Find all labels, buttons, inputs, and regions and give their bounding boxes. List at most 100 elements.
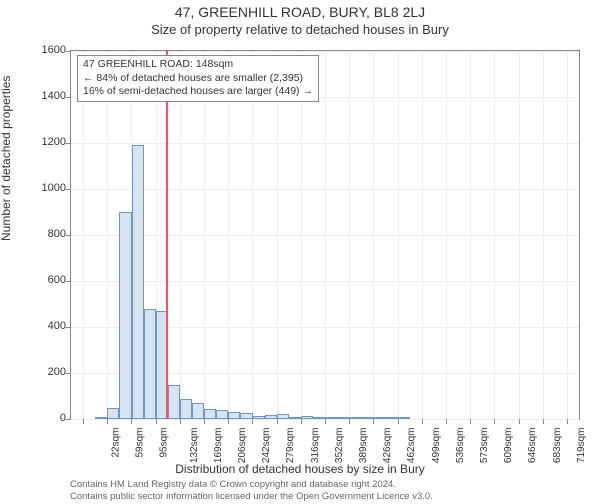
- xtick-label: 279sqm: [285, 428, 296, 464]
- gridline-v: [519, 51, 520, 419]
- gridline-v: [107, 51, 108, 419]
- xtick-label: 352sqm: [334, 428, 345, 464]
- x-axis-label: Distribution of detached houses by size …: [0, 462, 600, 476]
- gridline-v: [83, 51, 84, 419]
- gridline-v: [228, 51, 229, 419]
- xtick-label: 22sqm: [110, 428, 121, 458]
- ytick-label: 200: [26, 366, 66, 378]
- xtick-label: 536sqm: [455, 428, 466, 464]
- histogram-bar: [289, 417, 301, 419]
- xtick-label: 59sqm: [135, 428, 146, 458]
- gridline-v: [301, 51, 302, 419]
- histogram-bar: [144, 309, 156, 419]
- xtick-mark: [567, 419, 568, 424]
- gridline-v: [422, 51, 423, 419]
- xtick-mark: [107, 419, 108, 424]
- xtick-label: 426sqm: [382, 428, 393, 464]
- histogram-bar: [204, 409, 216, 419]
- xtick-label: 719sqm: [576, 428, 587, 464]
- xtick-label: 95sqm: [159, 428, 170, 458]
- xtick-mark: [446, 419, 447, 424]
- annotation-box: 47 GREENHILL ROAD: 148sqm← 84% of detach…: [77, 55, 319, 102]
- xtick-label: 499sqm: [431, 428, 442, 464]
- xtick-label: 609sqm: [503, 428, 514, 464]
- ytick-mark: [66, 51, 71, 52]
- ytick-label: 1600: [26, 44, 66, 56]
- xtick-label: 242sqm: [261, 428, 272, 464]
- ytick-mark: [66, 373, 71, 374]
- histogram-bar: [374, 417, 386, 419]
- marker-line: [166, 51, 168, 419]
- histogram-bar: [180, 399, 192, 419]
- xtick-mark: [301, 419, 302, 424]
- gridline-v: [470, 51, 471, 419]
- xtick-label: 206sqm: [237, 428, 248, 464]
- footer-line1: Contains HM Land Registry data © Crown c…: [70, 479, 433, 490]
- gridline-v: [446, 51, 447, 419]
- histogram-bar: [253, 416, 265, 419]
- xtick-mark: [373, 419, 374, 424]
- histogram-bar: [386, 417, 398, 419]
- gridline-v: [349, 51, 350, 419]
- xtick-mark: [422, 419, 423, 424]
- ytick-label: 600: [26, 274, 66, 286]
- gridline-v: [543, 51, 544, 419]
- xtick-mark: [470, 419, 471, 424]
- xtick-label: 573sqm: [479, 428, 490, 464]
- histogram-bar: [313, 417, 325, 419]
- gridline-v: [325, 51, 326, 419]
- histogram-bar: [301, 416, 313, 419]
- annotation-line1: 47 GREENHILL ROAD: 148sqm: [83, 58, 313, 72]
- xtick-label: 683sqm: [552, 428, 563, 464]
- footer-line2: Contains public sector information licen…: [70, 491, 433, 502]
- histogram-bar: [192, 403, 204, 419]
- histogram-bar: [362, 417, 374, 419]
- histogram-bar: [119, 212, 131, 419]
- ytick-mark: [66, 419, 71, 420]
- gridline-v: [494, 51, 495, 419]
- gridline-v: [398, 51, 399, 419]
- gridline-v: [373, 51, 374, 419]
- ytick-label: 0: [26, 412, 66, 424]
- xtick-mark: [543, 419, 544, 424]
- xtick-label: 132sqm: [189, 428, 200, 464]
- ytick-mark: [66, 235, 71, 236]
- xtick-mark: [252, 419, 253, 424]
- histogram-bar: [240, 413, 252, 419]
- page-title: 47, GREENHILL ROAD, BURY, BL8 2LJ: [0, 4, 600, 20]
- histogram-bar: [337, 417, 349, 419]
- ytick-mark: [66, 189, 71, 190]
- ytick-mark: [66, 281, 71, 282]
- histogram-bar: [168, 385, 180, 420]
- xtick-mark: [277, 419, 278, 424]
- gridline-v: [252, 51, 253, 419]
- y-axis-label: Number of detached properties: [0, 76, 13, 241]
- xtick-mark: [325, 419, 326, 424]
- gridline-v: [204, 51, 205, 419]
- xtick-mark: [131, 419, 132, 424]
- ytick-label: 800: [26, 228, 66, 240]
- gridline-v: [567, 51, 568, 419]
- xtick-label: 389sqm: [358, 428, 369, 464]
- xtick-mark: [494, 419, 495, 424]
- gridline-v: [277, 51, 278, 419]
- xtick-mark: [204, 419, 205, 424]
- histogram-bar: [265, 415, 277, 419]
- xtick-label: 169sqm: [213, 428, 224, 464]
- histogram-bar: [107, 408, 119, 420]
- histogram-bar: [228, 412, 240, 419]
- histogram-bar: [95, 417, 107, 419]
- annotation-line2: ← 84% of detached houses are smaller (2,…: [83, 72, 313, 86]
- chart-subtitle: Size of property relative to detached ho…: [0, 22, 600, 37]
- histogram-bar: [216, 410, 228, 419]
- xtick-label: 646sqm: [528, 428, 539, 464]
- xtick-mark: [180, 419, 181, 424]
- ytick-label: 1400: [26, 90, 66, 102]
- xtick-label: 316sqm: [310, 428, 321, 464]
- ytick-label: 400: [26, 320, 66, 332]
- gridline-v: [180, 51, 181, 419]
- xtick-mark: [349, 419, 350, 424]
- histogram-bar: [349, 417, 361, 419]
- ytick-label: 1000: [26, 182, 66, 194]
- xtick-label: 462sqm: [407, 428, 418, 464]
